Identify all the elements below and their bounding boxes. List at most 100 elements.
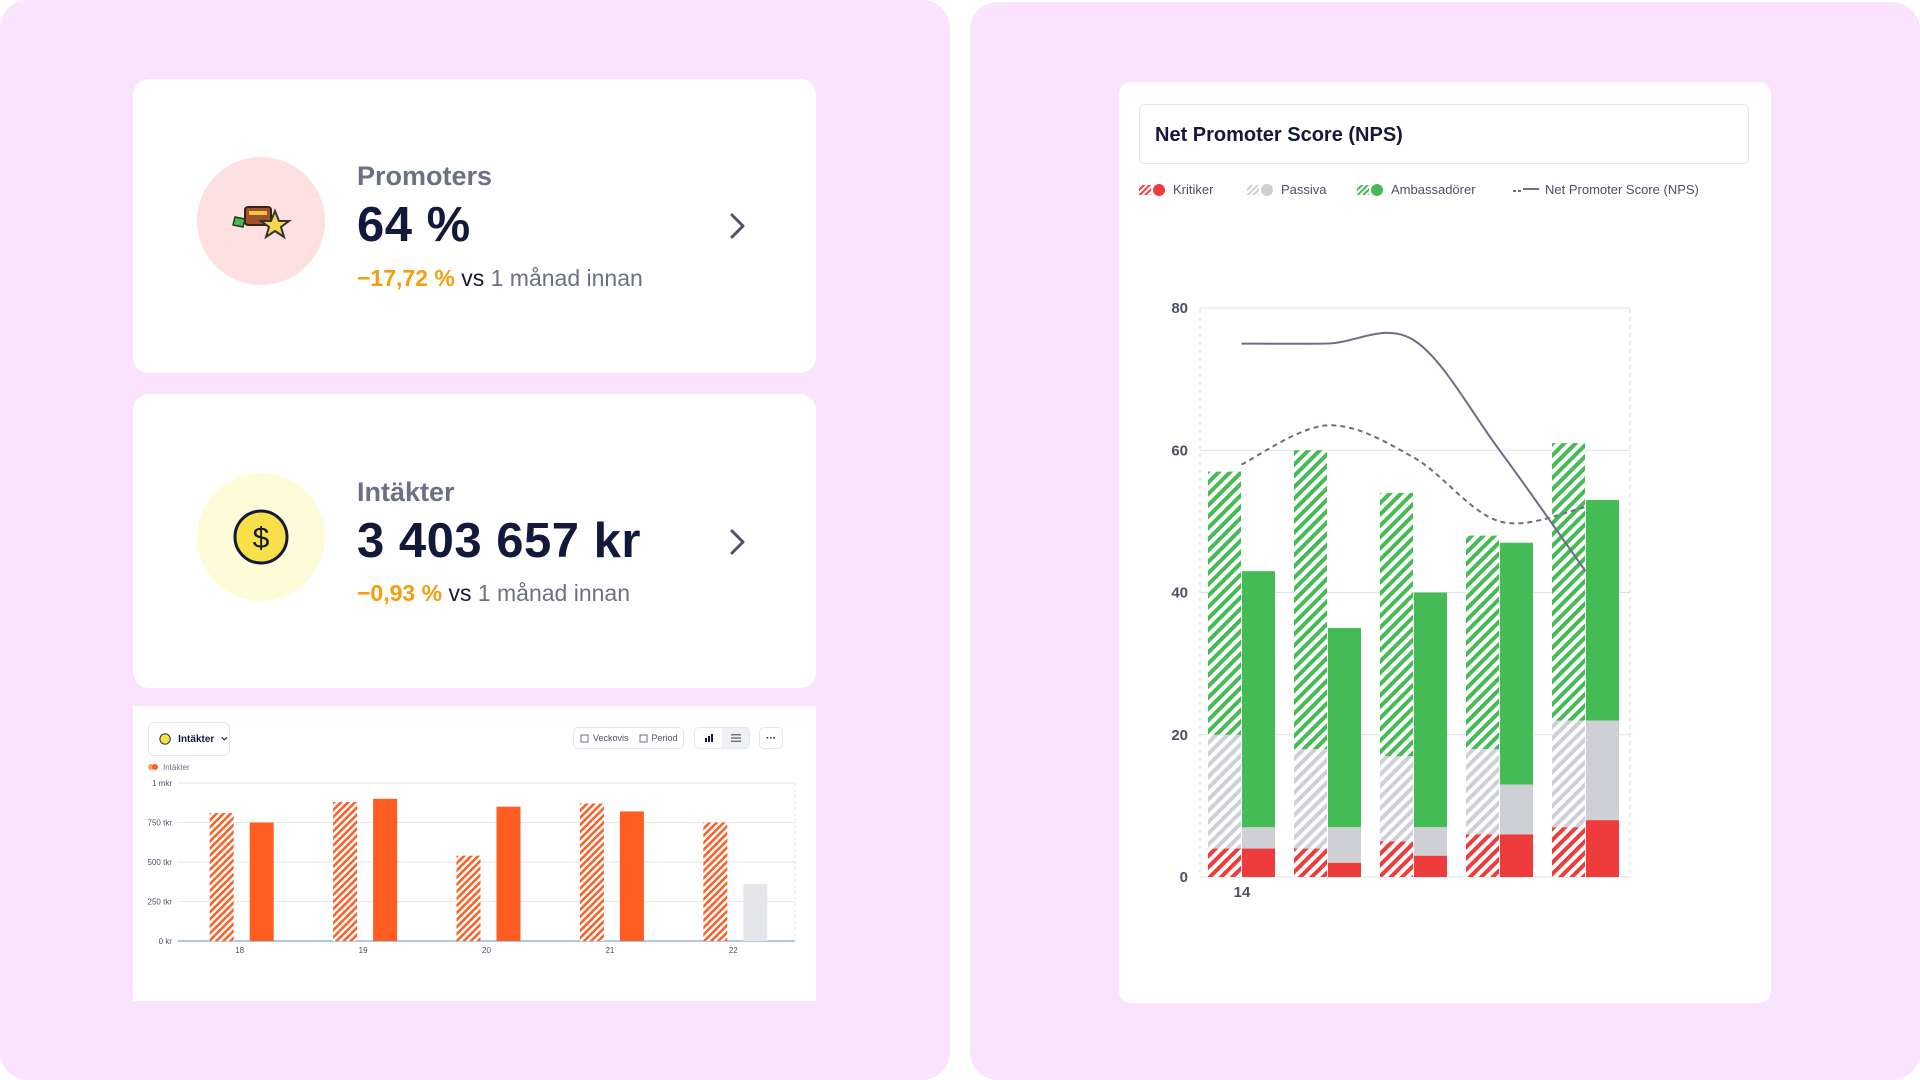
revenue-bar-chart: Intäkter 0 kr 250 tkr 500 tkr 750 tkr 1 mkr 18… (133, 761, 816, 1001)
bar-kritiker-current (1586, 820, 1619, 877)
y-tick-label: 80 (1171, 300, 1188, 317)
legend-ambassadorer[interactable]: Ambassadörer (1357, 182, 1476, 197)
bar-chart-view-button[interactable] (695, 728, 722, 748)
x-tick-label: 19 (359, 946, 368, 955)
bar-kritiker-current (1500, 834, 1533, 877)
promoters-change: −17,72 % vs 1 månad innan (357, 265, 643, 292)
bar-kritiker-previous (1552, 827, 1585, 877)
bar-passiva-current (1328, 827, 1361, 863)
bar-ambassadorer-current (1414, 593, 1447, 828)
bar-ambassadorer-previous (1294, 450, 1327, 749)
right-panel: Net Promoter Score (NPS) Kritiker Passiv… (970, 2, 1920, 1080)
promoters-vs: vs (461, 265, 484, 291)
list-view-button[interactable] (722, 728, 749, 748)
list-icon (731, 734, 741, 742)
bar-passiva-previous (1552, 721, 1585, 828)
revenue-period: 1 månad innan (478, 580, 630, 606)
period-button[interactable]: Period (652, 733, 678, 743)
y-tick-label: 0 kr (159, 937, 173, 946)
bar-previous (333, 802, 357, 941)
nps-line-current (1242, 333, 1586, 571)
metric-selector[interactable]: Intäkter (148, 722, 230, 756)
legend-label-kritiker: Kritiker (1173, 182, 1213, 197)
bar-kritiker-previous (1208, 849, 1241, 877)
nps-line-previous (1242, 425, 1586, 523)
bar-ambassadorer-previous (1208, 472, 1241, 735)
y-tick-label: 0 (1180, 869, 1188, 886)
bar-ambassadorer-current (1242, 571, 1275, 827)
legend-label-passiva: Passiva (1281, 182, 1327, 197)
svg-text:$: $ (253, 522, 270, 555)
bar-previous (210, 813, 234, 941)
revenue-value: 3 403 657 kr (357, 513, 641, 569)
y-tick-label: 500 tkr (148, 858, 173, 867)
legend-label-ambassadorer: Ambassadörer (1391, 182, 1476, 197)
y-tick-label: 60 (1171, 442, 1188, 459)
bar-previous (457, 856, 481, 941)
bar-current (620, 811, 644, 941)
chart-title: Net Promoter Score (NPS) (1155, 124, 1403, 147)
promoters-label: Promoters (357, 161, 492, 192)
legend-label: Intäkter (163, 763, 190, 772)
revenue-label: Intäkter (357, 477, 455, 508)
bar-kritiker-current (1414, 856, 1447, 877)
bar-ambassadorer-previous (1466, 536, 1499, 749)
bar-ambassadorer-current (1500, 543, 1533, 785)
legend-swatch-passiva (1247, 183, 1275, 197)
bar-kritiker-current (1242, 849, 1275, 877)
legend-kritiker[interactable]: Kritiker (1139, 182, 1213, 197)
bar-passiva-current (1500, 785, 1533, 835)
revenue-card[interactable]: $ Intäkter 3 403 657 kr −0,93 % vs 1 mån… (133, 394, 816, 688)
bar-ambassadorer-current (1328, 628, 1361, 827)
legend-swatch-solid (152, 764, 158, 770)
calendar-icon (580, 734, 589, 743)
bar-passiva-current (1242, 827, 1275, 848)
bar-current (373, 799, 397, 941)
bar-kritiker-previous (1380, 841, 1413, 877)
dollar-coin-icon (159, 732, 171, 746)
bar-current (743, 884, 767, 941)
chevron-right-icon[interactable] (719, 208, 755, 244)
legend-label-nps: Net Promoter Score (NPS) (1545, 182, 1699, 197)
bar-previous (703, 823, 727, 942)
y-tick-label: 20 (1171, 727, 1188, 744)
bar-ambassadorer-previous (1552, 443, 1585, 720)
range-controls: Veckovis Period (573, 727, 684, 749)
view-toggle (694, 727, 750, 749)
x-tick-label: 20 (482, 946, 491, 955)
bar-kritiker-current (1328, 863, 1361, 877)
promoters-delta: −17,72 % (357, 265, 455, 291)
legend-swatch-kritiker (1139, 183, 1167, 197)
y-tick-label: 1 mkr (152, 779, 172, 788)
promoters-value: 64 % (357, 197, 471, 253)
bar-ambassadorer-previous (1380, 493, 1413, 756)
legend-passiva[interactable]: Passiva (1247, 182, 1327, 197)
bar-current (497, 807, 521, 941)
left-panel: Promoters 64 % −17,72 % vs 1 månad innan… (0, 0, 950, 1080)
legend-nps[interactable]: Net Promoter Score (NPS) (1513, 182, 1699, 197)
revenue-change: −0,93 % vs 1 månad innan (357, 580, 630, 607)
legend-swatch-ambassadorer (1357, 183, 1385, 197)
y-tick-label: 250 tkr (148, 898, 173, 907)
more-options-icon: ··· (766, 733, 776, 744)
bar-kritiker-previous (1294, 849, 1327, 877)
calendar-icon (639, 734, 648, 743)
metric-selector-label: Intäkter (178, 734, 214, 745)
promoters-card[interactable]: Promoters 64 % −17,72 % vs 1 månad innan (133, 79, 816, 373)
bar-kritiker-previous (1466, 834, 1499, 877)
promoters-badge-icon (197, 157, 325, 285)
bar-current (250, 823, 274, 942)
bar-passiva-previous (1380, 756, 1413, 841)
bar-passiva-previous (1294, 749, 1327, 849)
bar-passiva-previous (1466, 749, 1499, 834)
y-tick-label: 40 (1171, 585, 1188, 602)
x-tick-label: 18 (235, 946, 244, 955)
weekly-button[interactable]: Veckovis (593, 733, 629, 743)
x-tick-label: 22 (729, 946, 738, 955)
revenue-delta: −0,93 % (357, 580, 442, 606)
chevron-right-icon[interactable] (719, 524, 755, 560)
chevron-down-icon (220, 734, 229, 744)
legend-swatch-nps (1513, 183, 1539, 197)
y-tick-label: 750 tkr (148, 819, 173, 828)
more-options-button[interactable]: ··· (759, 727, 783, 749)
